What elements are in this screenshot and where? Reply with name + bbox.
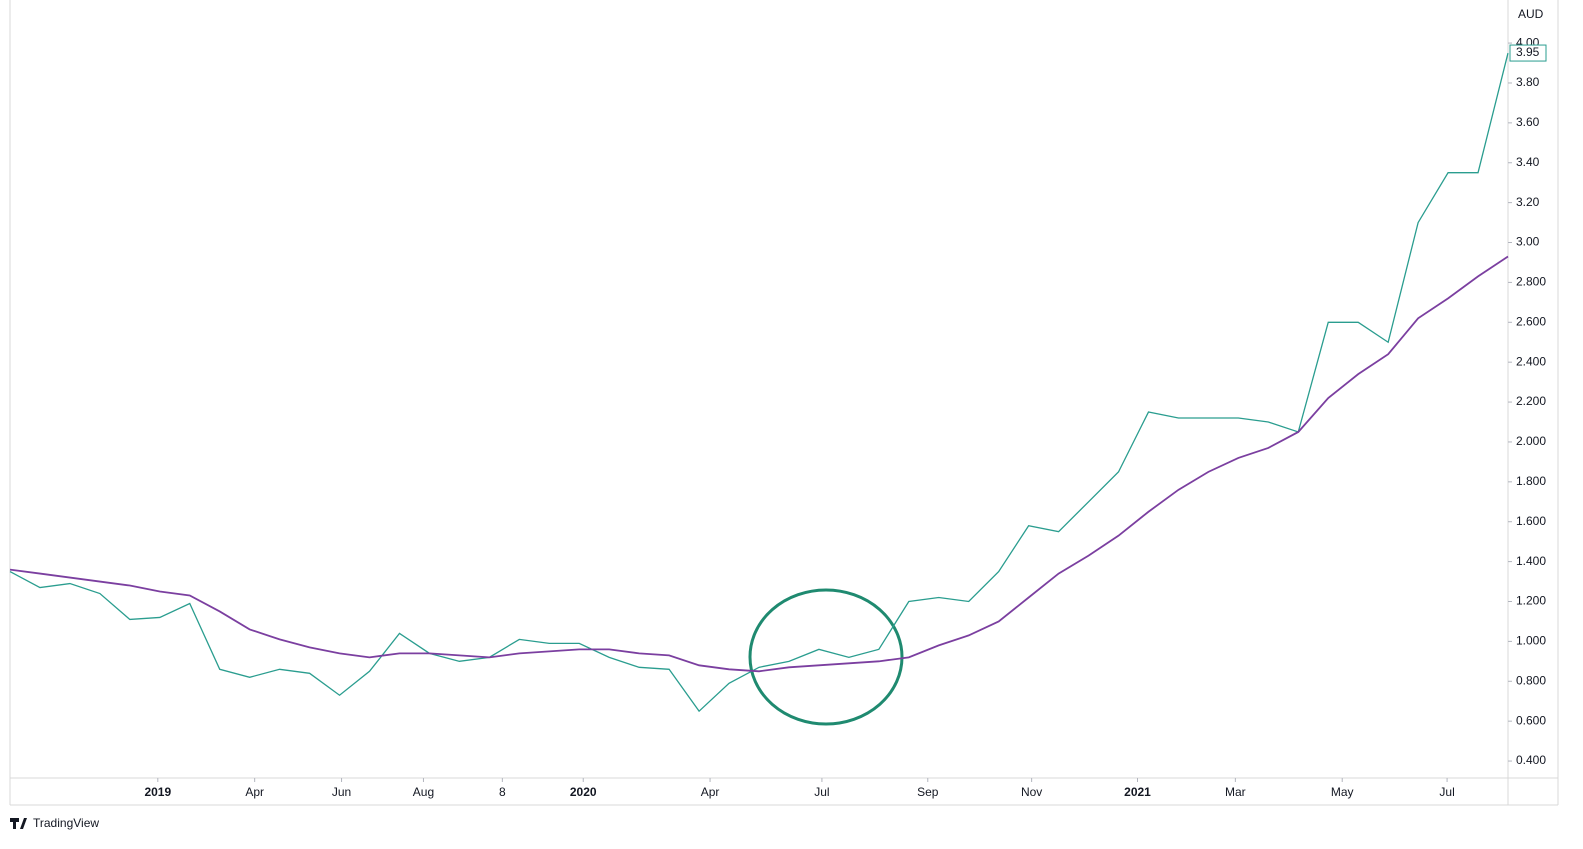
y-tick-label: 3.60 — [1516, 115, 1540, 129]
last-value-label: 3.95 — [1516, 45, 1540, 59]
x-tick-label: Mar — [1225, 785, 1246, 799]
y-tick-label: 3.80 — [1516, 75, 1540, 89]
x-tick-label: Apr — [245, 785, 264, 799]
y-tick-label: 1.400 — [1516, 554, 1546, 568]
y-tick-label: 2.400 — [1516, 354, 1546, 368]
currency-label: AUD — [1518, 7, 1544, 21]
series-line — [9, 255, 1509, 673]
y-tick-label: 0.400 — [1516, 753, 1546, 767]
x-tick-label: Aug — [413, 785, 434, 799]
x-tick-label: 8 — [499, 785, 506, 799]
y-tick-label: 2.600 — [1516, 314, 1546, 328]
y-tick-label: 1.000 — [1516, 634, 1546, 648]
brand-icon — [10, 818, 27, 829]
y-tick-label: 0.800 — [1516, 673, 1546, 687]
y-tick-label: 2.800 — [1516, 275, 1546, 289]
highlight-ellipse — [748, 588, 904, 726]
y-tick-label: 1.600 — [1516, 514, 1546, 528]
x-tick-label: 2021 — [1124, 785, 1151, 799]
y-tick-label: 3.40 — [1516, 155, 1540, 169]
y-tick-label: 3.20 — [1516, 195, 1540, 209]
brand-name: TradingView — [33, 816, 99, 830]
x-tick-label: May — [1331, 785, 1354, 799]
x-tick-label: 2020 — [570, 785, 597, 799]
x-tick-label: Nov — [1021, 785, 1042, 799]
x-tick-label: 2019 — [144, 785, 171, 799]
y-tick-label: 2.000 — [1516, 434, 1546, 448]
last-value-box — [1509, 44, 1547, 62]
x-tick-label: Jul — [814, 785, 829, 799]
brand-logo: TradingView — [10, 816, 99, 830]
x-tick-label: Sep — [917, 785, 939, 799]
y-tick-label: 3.00 — [1516, 235, 1540, 249]
y-tick-label: 1.200 — [1516, 594, 1546, 608]
x-tick-label: Jul — [1439, 785, 1454, 799]
y-tick-label: 2.200 — [1516, 394, 1546, 408]
x-tick-label: Apr — [701, 785, 720, 799]
x-tick-label: Jun — [332, 785, 351, 799]
y-tick-label: 1.800 — [1516, 474, 1546, 488]
y-tick-label: 0.600 — [1516, 713, 1546, 727]
series-line — [9, 52, 1509, 713]
